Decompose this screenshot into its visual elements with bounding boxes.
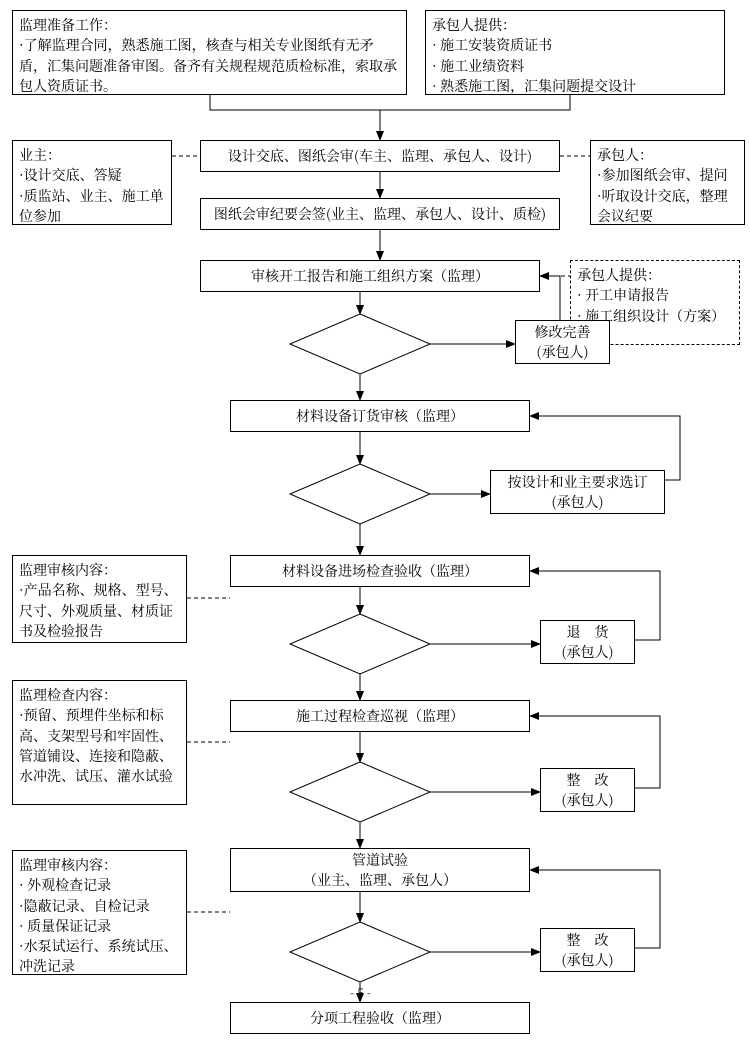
flowchart-svg bbox=[0, 0, 750, 1042]
